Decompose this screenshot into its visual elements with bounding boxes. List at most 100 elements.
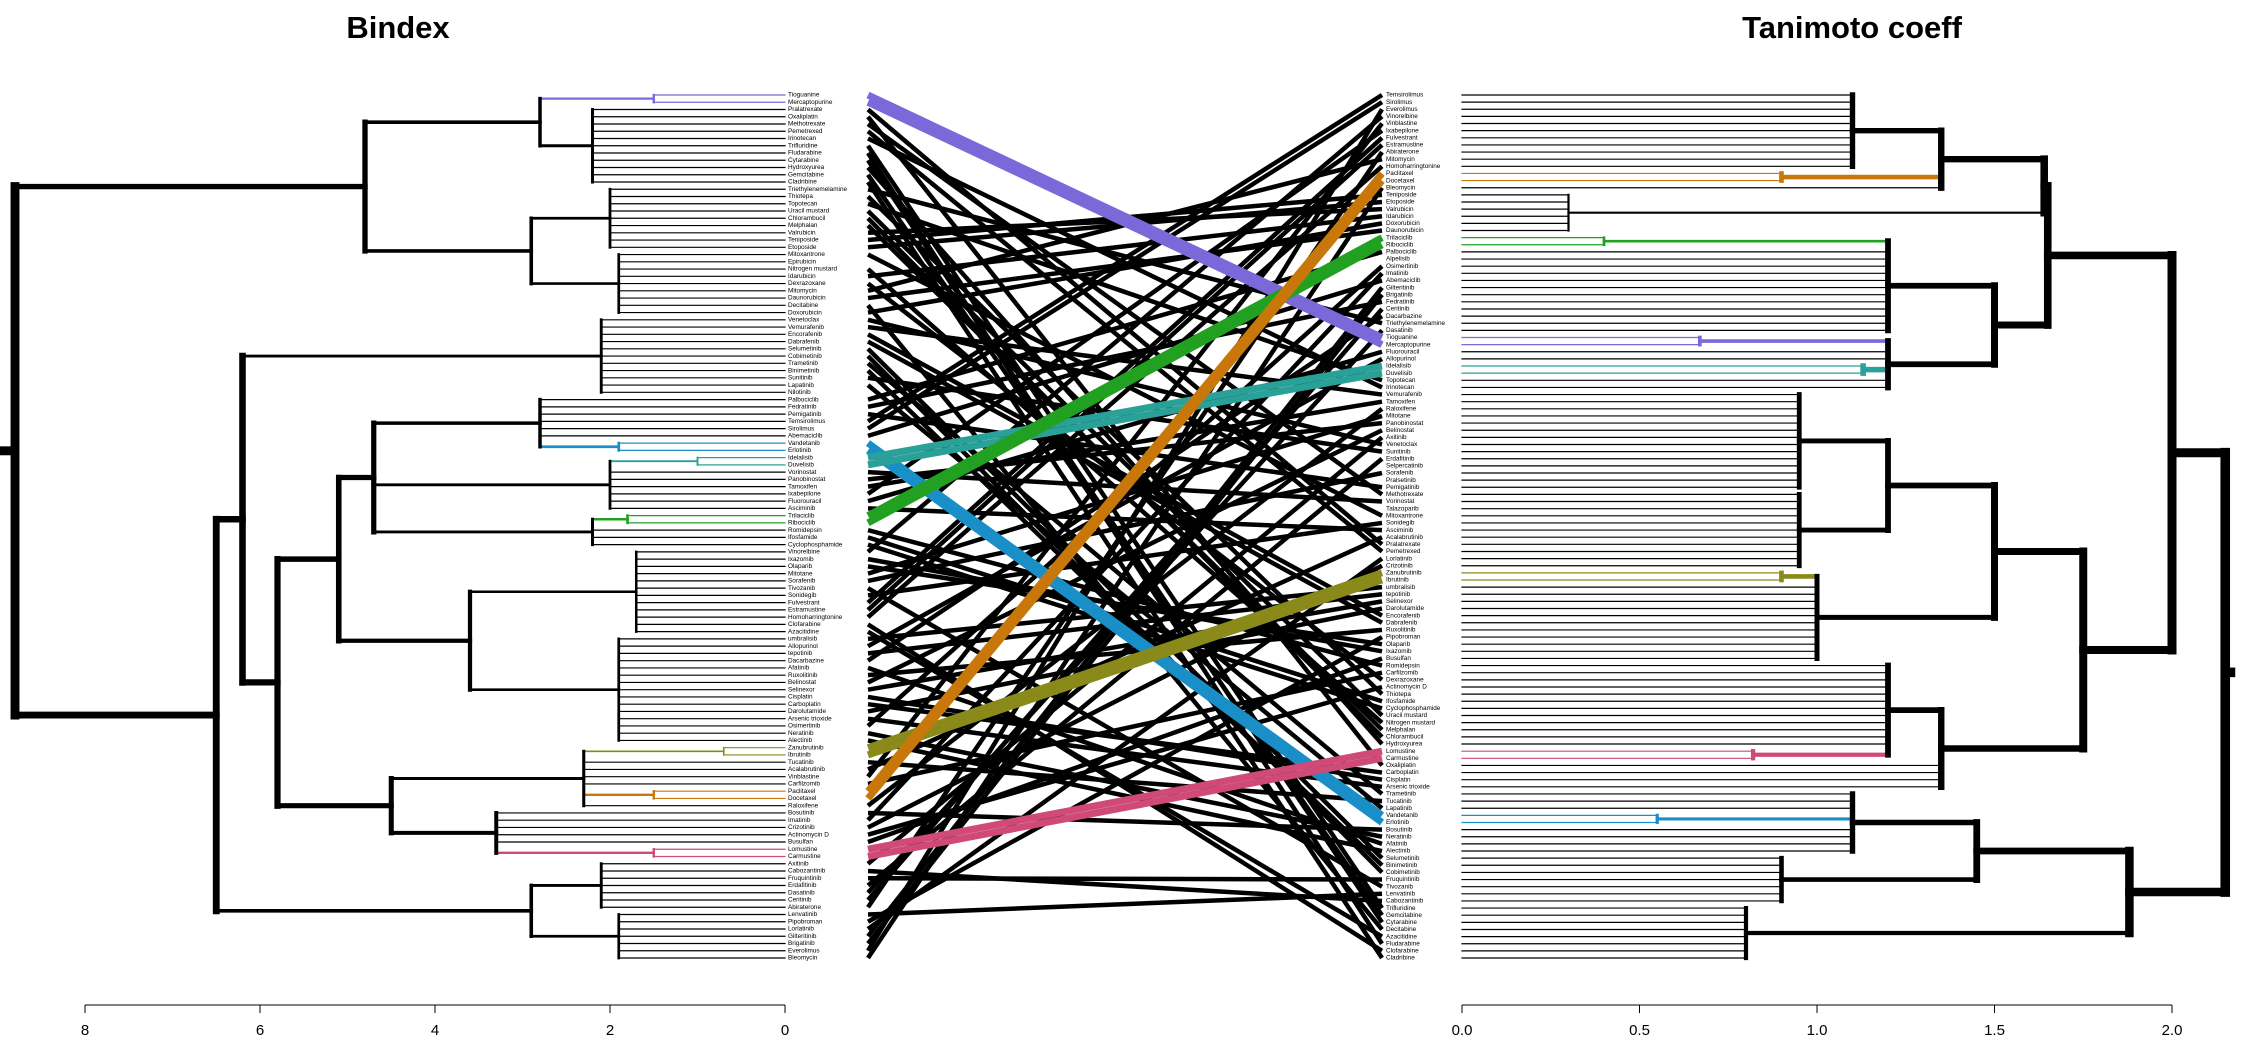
leaf-label: Selumetinib: [1386, 855, 1420, 862]
leaf-label: Tucatinib: [1386, 798, 1412, 805]
leaf-label: Trifluridine: [1386, 905, 1416, 912]
leaf-label: Zanubrutinib: [788, 744, 824, 751]
leaf-label: Dacarbazine: [788, 657, 824, 664]
leaf-label: Clofarabine: [788, 621, 821, 628]
leaf-label: Vandetanib: [1386, 812, 1418, 819]
tangle-link: [866, 129, 1384, 554]
leaf-label: Cyclophosphamide: [788, 541, 843, 548]
leaf-label: Lapatinib: [788, 382, 814, 389]
leaf-label: Venetoclax: [788, 317, 820, 324]
leaf-label: Bleomycin: [788, 955, 818, 962]
leaf-label: Pemigatinib: [1386, 484, 1420, 491]
tangle-link: [867, 527, 1383, 668]
leaf-label: Paclitaxel: [1386, 170, 1413, 177]
tangle-link: [867, 520, 1383, 598]
leaf-label: Fedratinib: [788, 404, 817, 411]
leaf-label: Lapatinib: [1386, 805, 1412, 812]
tangle-link: [866, 635, 1384, 924]
leaf-label: Decitabine: [788, 302, 819, 309]
leaf-label: Olaparib: [788, 563, 813, 570]
leaf-label: Mitomycin: [788, 287, 817, 294]
tangle-link: [866, 99, 1384, 348]
leaf-label: Acalabrutinib: [788, 766, 825, 773]
leaf-label: Trifluridine: [788, 142, 818, 149]
tangle-link: [865, 440, 1385, 819]
leaf-label: tepotinib: [788, 650, 813, 657]
leaf-label: Imatinib: [1386, 270, 1409, 277]
leaf-label: Oxaliplatin: [788, 113, 818, 120]
leaf-label: Bosutinib: [1386, 826, 1413, 833]
leaf-label: Encorafenib: [788, 331, 823, 338]
leaf-label: Topotecan: [788, 200, 818, 207]
leaf-label: Bosutinib: [788, 810, 815, 817]
leaf-label: Arsenic trioxide: [788, 715, 832, 722]
leaf-label: Estramustine: [1386, 142, 1424, 149]
leaf-label: Pralatrexate: [788, 106, 823, 113]
leaf-label: Chlorambucil: [788, 215, 825, 222]
leaf-label: Carfilzomib: [1386, 669, 1418, 676]
leaf-label: Pemigatinib: [788, 411, 822, 418]
leaf-label: Asciminib: [1386, 527, 1414, 534]
leaf-label: Homoharringtonine: [788, 614, 843, 621]
leaf-label: umbralisib: [788, 636, 818, 643]
leaf-label: Triethylenemelamine: [1386, 320, 1446, 327]
tangle-link: [866, 264, 1384, 728]
leaf-label: Busulfan: [788, 839, 813, 846]
leaf-label: Romidepsin: [788, 527, 822, 534]
leaf-label: Zanubrutinib: [1386, 570, 1422, 577]
leaf-label: Temsirolimus: [1386, 92, 1423, 99]
leaf-label: Cisplatin: [788, 694, 813, 701]
leaf-label: Olaparib: [1386, 641, 1411, 648]
leaf-label: Raloxifene: [788, 802, 819, 809]
leaf-label: Doxorubicin: [788, 309, 822, 316]
leaf-label: Fulvestrant: [1386, 134, 1418, 141]
leaf-label: Dasatinib: [1386, 327, 1413, 334]
leaf-label: Tioguanine: [1386, 334, 1418, 341]
leaf-label: Abiraterone: [788, 904, 821, 911]
leaf-label: Cladribine: [1386, 955, 1415, 962]
leaf-label: Erdafitinib: [1386, 455, 1415, 462]
leaf-label: Pralatrexate: [1386, 541, 1421, 548]
leaf-label: Cobimetinib: [788, 353, 822, 360]
leaf-label: Mitotane: [788, 570, 813, 577]
tangle-link: [867, 214, 1383, 279]
leaf-label: Selpercatinib: [1386, 463, 1423, 470]
leaf-label: Dexrazoxane: [788, 280, 826, 287]
leaf-label: Ibrutinib: [1386, 577, 1409, 584]
leaf-label: Alectinib: [1386, 848, 1411, 855]
leaf-label: Asciminib: [788, 505, 816, 512]
leaf-label: Axitinib: [788, 860, 809, 867]
leaf-label: Melphalan: [788, 222, 818, 229]
leaf-label: Fluorouracil: [788, 498, 821, 505]
leaf-label: Teniposide: [788, 237, 819, 244]
leaf-label: Idarubicin: [1386, 213, 1414, 220]
leaf-label: Dabrafenib: [788, 338, 820, 345]
leaf-label: Dabrafenib: [1386, 619, 1418, 626]
tangle-link: [866, 108, 1384, 952]
leaf-label: Abemaciclib: [1386, 277, 1421, 284]
leaf-label: Arsenic trioxide: [1386, 784, 1430, 791]
leaf-label: Lorlatinib: [1386, 555, 1412, 562]
x-tick-label: 0: [781, 1022, 789, 1039]
leaf-label: Tamoxifen: [788, 483, 818, 490]
leaf-label: Trilaciclib: [788, 512, 815, 519]
tangle-link: [867, 875, 1383, 882]
leaf-label: Allopurinol: [788, 643, 818, 650]
leaf-label: Ixabepilone: [788, 491, 821, 498]
leaf-label: Venetoclax: [1386, 441, 1418, 448]
leaf-label: Afatinib: [1386, 841, 1408, 848]
leaf-label: Vemurafenib: [1386, 391, 1422, 398]
tangle-link: [865, 171, 1385, 794]
tangle-link: [866, 91, 1384, 341]
leaf-label: Abiraterone: [1386, 149, 1419, 156]
leaf-label: Sonidegib: [1386, 520, 1415, 527]
leaf-label: Darolutamide: [788, 708, 826, 715]
leaf-label: Docetaxel: [788, 795, 816, 802]
leaf-label: Sunitinib: [788, 375, 813, 382]
leaf-label: Irinotecan: [1386, 384, 1415, 391]
leaf-label: Melphalan: [1386, 726, 1416, 733]
leaf-label: Sirolimus: [1386, 99, 1412, 106]
leaf-label: Carboplatin: [788, 701, 821, 708]
leaf-label: Temsirolimus: [788, 418, 825, 425]
